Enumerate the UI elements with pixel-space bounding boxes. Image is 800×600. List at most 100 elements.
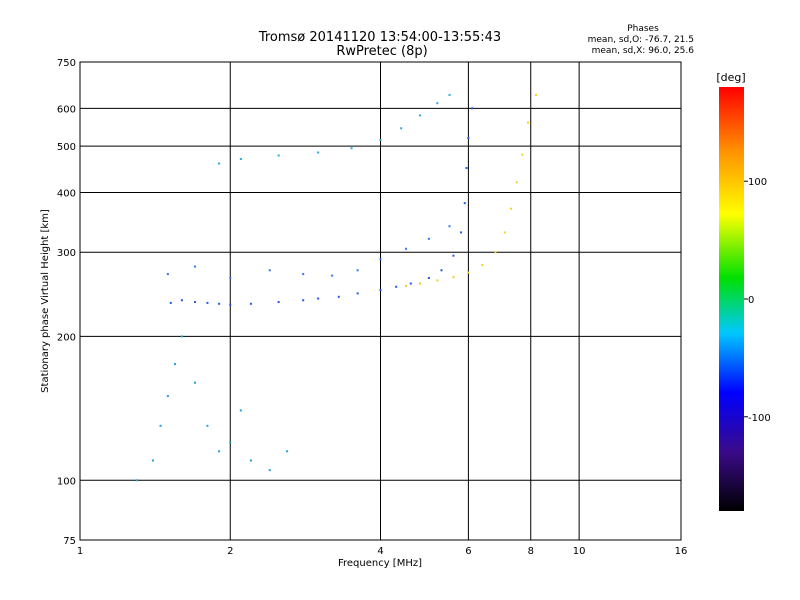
chart-subtitle: RwPretec (8p) xyxy=(336,44,427,59)
scatter-point xyxy=(206,424,209,427)
scatter-point xyxy=(515,181,518,184)
scatter-point xyxy=(521,153,524,156)
scatter-point xyxy=(350,147,353,150)
scatter-point xyxy=(470,107,473,110)
scatter-point xyxy=(405,247,408,250)
scatter-point xyxy=(229,441,232,444)
scatter-point xyxy=(173,363,176,366)
colorbar-label: [deg] xyxy=(716,71,745,84)
scatter-point xyxy=(239,158,242,161)
scatter-point xyxy=(169,301,172,304)
scatter-point xyxy=(337,295,340,298)
scatter-point xyxy=(356,269,359,272)
phases-heading: Phases xyxy=(627,24,659,34)
scatter-point xyxy=(503,231,506,234)
scatter-points xyxy=(135,93,538,482)
scatter-point xyxy=(166,395,169,398)
phases-line-x: mean, sd,X: 96.0, 25.6 xyxy=(592,46,695,56)
scatter-point xyxy=(317,297,320,300)
scatter-point xyxy=(465,167,468,170)
colorbar-tick-label: 100 xyxy=(748,177,767,188)
scatter-point xyxy=(249,459,252,462)
scatter-point xyxy=(448,93,451,96)
scatter-point xyxy=(535,93,538,96)
scatter-point xyxy=(218,302,221,305)
colorbar-ticks: 100 0 -100 xyxy=(744,177,771,424)
scatter-point xyxy=(405,284,408,287)
x-tick-label: 4 xyxy=(377,546,383,557)
scatter-point xyxy=(419,114,422,117)
x-tick-labels: 1 2 4 6 8 10 16 xyxy=(77,546,688,557)
y-tick-label: 500 xyxy=(57,142,76,153)
scatter-point xyxy=(286,450,289,453)
scatter-point xyxy=(159,424,162,427)
x-tick-label: 10 xyxy=(573,546,586,557)
scatter-point xyxy=(452,254,455,257)
scatter-point xyxy=(460,231,463,234)
y-tick-label: 200 xyxy=(57,332,76,343)
scatter-point xyxy=(436,102,439,105)
colorbar xyxy=(719,87,744,511)
y-tick-label: 100 xyxy=(57,476,76,487)
y-tick-label: 75 xyxy=(63,536,76,547)
scatter-point xyxy=(527,121,530,124)
scatter-point xyxy=(509,207,512,210)
y-tick-label: 400 xyxy=(57,188,76,199)
scatter-point xyxy=(218,162,221,165)
scatter-point xyxy=(400,127,403,130)
scatter-point xyxy=(467,137,470,140)
x-tick-label: 6 xyxy=(465,546,471,557)
plot-frame xyxy=(79,61,682,541)
x-axis-label: Frequency [MHz] xyxy=(338,558,422,569)
colorbar-tick-label: -100 xyxy=(748,413,771,424)
scatter-point xyxy=(239,409,242,412)
scatter-point xyxy=(302,299,305,302)
y-tick-label: 300 xyxy=(57,248,76,259)
y-tick-label: 750 xyxy=(57,58,76,69)
scatter-point xyxy=(194,381,197,384)
scatter-point xyxy=(302,273,305,276)
scatter-point xyxy=(206,301,209,304)
scatter-point xyxy=(268,269,271,272)
scatter-point xyxy=(463,202,466,205)
chart-title: Tromsø 20141120 13:54:00-13:55:43 xyxy=(258,30,501,45)
x-tick-label: 8 xyxy=(528,546,534,557)
phases-line-o: mean, sd,O: -76.7, 21.5 xyxy=(588,35,694,45)
scatter-point xyxy=(194,265,197,268)
scatter-point xyxy=(277,154,280,157)
scatter-point xyxy=(379,139,382,142)
scatter-point xyxy=(419,282,422,285)
scatter-point xyxy=(166,273,169,276)
scatter-point xyxy=(427,276,430,279)
y-tick-labels: 75 100 200 300 400 500 600 750 xyxy=(57,58,76,547)
scatter-point xyxy=(218,450,221,453)
scatter-point xyxy=(448,225,451,228)
colorbar-tick-label: 0 xyxy=(748,295,754,306)
scatter-point xyxy=(180,335,183,338)
scatter-point xyxy=(467,271,470,274)
scatter-point xyxy=(194,301,197,304)
y-tick-label: 600 xyxy=(57,104,76,115)
scatter-point xyxy=(427,237,430,240)
scatter-point xyxy=(356,292,359,295)
scatter-point xyxy=(229,303,232,306)
scatter-point xyxy=(440,269,443,272)
scatter-point xyxy=(135,479,138,482)
scatter-point xyxy=(481,264,484,267)
x-gridlines xyxy=(79,62,682,540)
scatter-point xyxy=(395,285,398,288)
scatter-point xyxy=(180,299,183,302)
x-tick-label: 1 xyxy=(77,546,83,557)
scatter-point xyxy=(229,276,232,279)
scatter-point xyxy=(277,301,280,304)
scatter-point xyxy=(494,251,497,254)
scatter-point xyxy=(452,276,455,279)
x-tick-label: 16 xyxy=(675,546,688,557)
scatter-point xyxy=(379,289,382,292)
x-tick-label: 2 xyxy=(227,546,233,557)
scatter-point xyxy=(268,469,271,472)
scatter-point xyxy=(331,274,334,277)
scatter-point xyxy=(249,302,252,305)
scatter-point xyxy=(317,151,320,154)
